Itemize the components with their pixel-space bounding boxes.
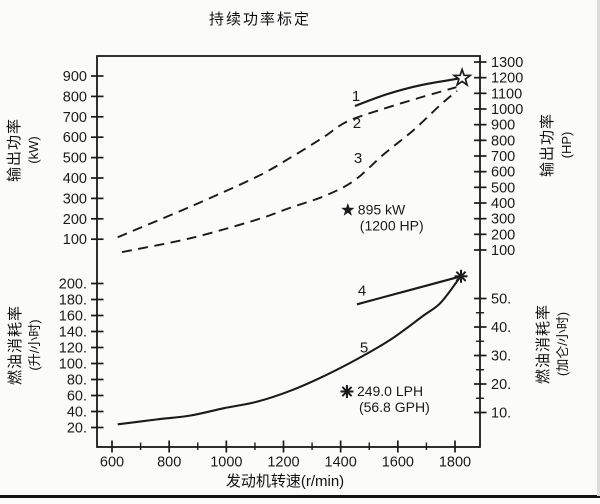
power-right-tick-label: 1200 <box>491 71 523 87</box>
x-axis-tick-label: 1200 <box>267 455 299 471</box>
fuel-left-tick-label: 180. <box>59 293 87 309</box>
fuel-right-axis-unit: (加仑/小时) <box>555 311 570 377</box>
power-right-tick-label: 900 <box>491 118 515 134</box>
curve-2 <box>117 86 457 239</box>
power-right-tick-label: 600 <box>491 165 515 181</box>
power-right-tick-label: 400 <box>491 196 515 212</box>
fuel-left-axis-name: 燃油消耗率 <box>7 305 24 386</box>
x-axis-tick-label: 1600 <box>382 455 414 471</box>
fuel-right-tick-label: 30. <box>491 349 511 365</box>
fuel-right-tick-label: 20. <box>491 377 511 393</box>
power-right-tick-label: 500 <box>491 180 515 196</box>
power-left-axis-unit: (kW) <box>26 136 41 164</box>
x-axis-tick-label: 1000 <box>210 455 242 471</box>
fuel-left-axis-title: 燃油消耗率 (升/小时) <box>6 275 44 415</box>
power-left-axis-title: 输出功率 (kW) <box>5 80 43 220</box>
fuel-left-tick-label: 120. <box>59 341 87 357</box>
power-right-tick-label: 100 <box>491 243 515 259</box>
fuel-left-tick-label: 40. <box>67 405 87 421</box>
annotation-line-1: 895 kW <box>358 202 406 218</box>
power-left-tick-label: 500 <box>63 151 87 167</box>
power-left-tick-label: 300 <box>63 191 87 207</box>
power-left-tick-label: 700 <box>63 110 87 126</box>
curve-3 <box>121 90 458 254</box>
power-left-tick-label: 100 <box>63 232 87 248</box>
scan-edge-shadow <box>597 0 600 496</box>
power-right-tick-label: 1000 <box>491 102 523 118</box>
power-right-axis-name: 输出功率 <box>539 113 556 178</box>
power-left-tick-label: 200 <box>63 212 87 228</box>
power-left-axis-name: 输出功率 <box>6 118 23 183</box>
curve-label-2: 2 <box>353 115 361 132</box>
footer-rule <box>0 495 600 498</box>
fuel-left-tick-label: 200. <box>59 277 87 293</box>
fuel-left-tick-label: 100. <box>59 357 87 373</box>
power-right-axis-title: 输出功率 (HP) <box>538 75 576 215</box>
fuel-left-tick-label: 160. <box>59 309 87 325</box>
rated-star-marker <box>451 66 473 88</box>
power-right-tick-label: 700 <box>491 149 515 165</box>
power-right-tick-label: 1300 <box>491 55 523 71</box>
power-left-tick-label: 400 <box>63 171 87 187</box>
x-axis-tick-label: 1400 <box>325 455 357 471</box>
annotation-line-1: 249.0 LPH <box>357 383 423 399</box>
curve-4 <box>356 275 462 306</box>
curve-label-3: 3 <box>354 150 362 167</box>
annotation-line-2: (1200 HP) <box>360 218 424 234</box>
curve-label-4: 4 <box>358 283 366 300</box>
curve-label-5: 5 <box>360 340 368 357</box>
power-right-tick-label: 200 <box>491 227 515 243</box>
fuel-left-tick-label: 20. <box>67 421 87 437</box>
power-left-tick-label: 800 <box>63 89 87 105</box>
asterisk-marker-ray <box>341 386 353 397</box>
plot-frame <box>96 55 481 448</box>
power-right-tick-label: 800 <box>491 133 515 149</box>
fuel-right-axis-title: 燃油消耗率 (加仑/小时) <box>534 274 572 414</box>
fuel-right-axis-name: 燃油消耗率 <box>535 304 552 385</box>
fuel-right-tick-label: 50. <box>491 292 511 308</box>
fuel-right-tick-label: 40. <box>491 320 511 336</box>
curve-1 <box>354 76 463 107</box>
fuel-right-tick-label: 10. <box>491 406 511 422</box>
power-left-tick-label: 600 <box>63 130 87 146</box>
power-right-axis-unit: (HP) <box>559 131 574 159</box>
curve-5 <box>117 275 462 426</box>
x-axis-tick-label: 800 <box>157 455 181 471</box>
fuel-left-axis-unit: (升/小时) <box>27 319 42 371</box>
annotation-star-marker <box>341 203 355 216</box>
power-right-tick-label: 1100 <box>491 86 522 102</box>
x-axis-title: 发动机转速(r/min) <box>225 473 345 490</box>
chart-title: 持续功率标定 <box>208 11 311 28</box>
x-axis-tick-label: 600 <box>100 455 124 471</box>
asterisk-marker-ray <box>455 270 467 282</box>
annotation-line-2: (56.8 GPH) <box>359 399 430 415</box>
curve-label-1: 1 <box>352 88 360 105</box>
power-left-tick-label: 900 <box>63 69 87 85</box>
fuel-left-tick-label: 80. <box>67 373 87 389</box>
fuel-left-tick-label: 140. <box>59 325 87 341</box>
x-axis-tick-label: 1800 <box>439 455 471 471</box>
power-right-tick-label: 300 <box>491 212 515 228</box>
fuel-left-tick-label: 60. <box>67 389 87 405</box>
